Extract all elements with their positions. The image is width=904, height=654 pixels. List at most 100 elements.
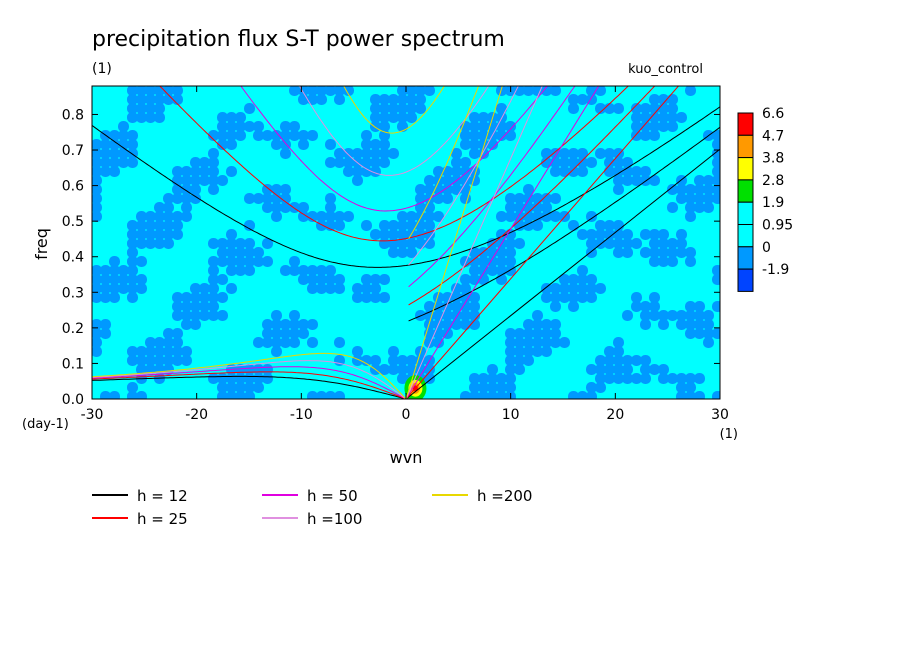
field-cell — [640, 310, 651, 321]
field-cell — [136, 238, 147, 249]
field-cell — [532, 86, 543, 96]
field-cell — [280, 139, 291, 150]
field-cell — [370, 103, 381, 114]
field-cell — [235, 391, 246, 399]
colorbar-label: 4.7 — [762, 128, 784, 144]
field-cell — [343, 211, 354, 222]
y-tick-label: 0.4 — [62, 250, 84, 266]
field-cell — [271, 130, 282, 141]
field-cell — [595, 373, 606, 384]
field-cell — [451, 157, 462, 168]
field-cell — [253, 247, 264, 258]
field-cell — [415, 94, 426, 105]
eig0-wave-line — [408, 126, 720, 322]
y-tick-label: 0.3 — [62, 285, 84, 301]
field-cell — [685, 373, 696, 384]
field-cell — [118, 121, 129, 132]
field-cell — [685, 310, 696, 321]
field-cell — [487, 382, 498, 393]
field-cell — [289, 310, 300, 321]
field-cell — [469, 112, 480, 123]
field-cell — [298, 328, 309, 339]
field-cell — [703, 202, 714, 213]
field-cell — [172, 292, 183, 303]
field-cell — [532, 220, 543, 231]
legend-label: h = 12 — [137, 487, 188, 505]
x-tick-label: 10 — [502, 407, 520, 423]
field-cell — [352, 292, 363, 303]
field-cell — [136, 94, 147, 105]
field-cell — [163, 229, 174, 240]
field-cell — [127, 86, 138, 96]
field-cell — [289, 337, 300, 348]
field-cell — [451, 184, 462, 195]
field-cell — [712, 184, 720, 195]
field-cell — [289, 121, 300, 132]
field-cell — [92, 265, 102, 276]
field-cell — [316, 283, 327, 294]
field-cell — [460, 310, 471, 321]
field-cell — [118, 274, 129, 285]
x-axis-label: wvn — [390, 448, 423, 467]
field-cell — [136, 86, 147, 96]
legend-item: h = 50 — [262, 487, 358, 505]
field-cell — [379, 121, 390, 132]
field-cell — [424, 211, 435, 222]
colorbar-swatch — [737, 224, 754, 248]
field-cell — [145, 238, 156, 249]
field-cell — [415, 229, 426, 240]
field-cell — [640, 301, 651, 312]
field-cell — [136, 229, 147, 240]
field-cell — [604, 157, 615, 168]
field-cell — [496, 247, 507, 258]
field-cell — [370, 274, 381, 285]
field-cell — [694, 319, 705, 330]
field-cell — [208, 310, 219, 321]
field-cell — [163, 202, 174, 213]
field-cell — [622, 175, 633, 186]
field-cell — [694, 175, 705, 186]
field-cell — [127, 130, 138, 141]
field-cell — [190, 292, 201, 303]
field-cell — [595, 382, 606, 393]
field-cell — [505, 238, 516, 249]
field-cell — [172, 310, 183, 321]
field-cell — [505, 202, 516, 213]
field-cell — [478, 121, 489, 132]
field-cell — [631, 130, 642, 141]
field-cell — [424, 175, 435, 186]
field-cell — [712, 301, 720, 312]
field-cell — [208, 130, 219, 141]
field-cell — [379, 139, 390, 150]
field-cell — [496, 274, 507, 285]
field-cell — [271, 211, 282, 222]
field-cell — [568, 166, 579, 177]
field-cell — [109, 130, 120, 141]
field-cell — [460, 157, 471, 168]
field-cell — [487, 373, 498, 384]
field-cell — [523, 86, 534, 96]
field-cell — [361, 292, 372, 303]
field-cell — [280, 121, 291, 132]
field-cell — [685, 328, 696, 339]
field-cell — [613, 373, 624, 384]
field-cell — [658, 373, 669, 384]
field-cell — [397, 364, 408, 375]
field-cell — [667, 238, 678, 249]
field-cell — [676, 193, 687, 204]
x-tick-label: -20 — [185, 407, 208, 423]
field-cell — [676, 238, 687, 249]
legend-label: h = 25 — [137, 510, 188, 528]
y-axis-label: freq — [32, 228, 51, 260]
field-cell — [631, 175, 642, 186]
field-cell — [712, 274, 720, 285]
field-cell — [325, 202, 336, 213]
field-cell — [325, 274, 336, 285]
field-cell — [172, 355, 183, 366]
field-cell — [685, 319, 696, 330]
field-cell — [136, 112, 147, 123]
field-cell — [514, 337, 525, 348]
field-cell — [316, 211, 327, 222]
field-cell — [298, 319, 309, 330]
field-cell — [514, 193, 525, 204]
